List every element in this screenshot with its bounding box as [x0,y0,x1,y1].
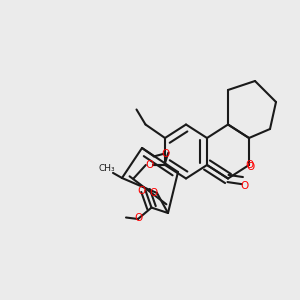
Text: O: O [149,188,158,198]
Text: O: O [145,160,154,170]
Text: O: O [161,149,169,159]
Text: CH₃: CH₃ [99,164,115,172]
Text: O: O [245,160,253,170]
Text: O: O [134,213,143,224]
Text: O: O [137,185,145,196]
Text: O: O [240,181,249,191]
Text: O: O [246,161,255,172]
